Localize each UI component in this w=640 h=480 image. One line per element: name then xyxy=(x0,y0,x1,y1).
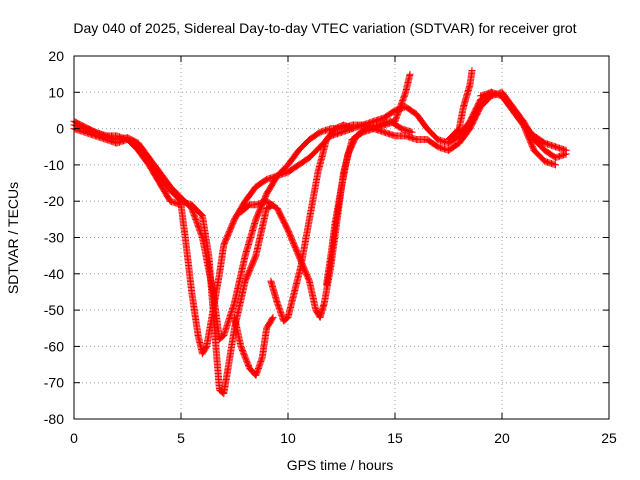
data-markers xyxy=(323,117,416,289)
data-layer xyxy=(70,67,570,398)
y-tick-label: -20 xyxy=(44,193,64,209)
data-series-track-g xyxy=(323,117,416,289)
chart-title: Day 040 of 2025, Sidereal Day-to-day VTE… xyxy=(73,20,576,36)
data-series-track-f xyxy=(267,121,356,325)
y-tick-label: -50 xyxy=(44,302,64,318)
data-series-track-i xyxy=(477,88,559,169)
y-tick-label: 10 xyxy=(48,84,64,100)
y-tick-label: -10 xyxy=(44,157,64,173)
x-axis-label: GPS time / hours xyxy=(287,457,394,473)
x-tick-label: 20 xyxy=(494,430,510,446)
x-tick-label: 10 xyxy=(280,430,296,446)
data-markers xyxy=(267,121,356,325)
x-tick-label: 5 xyxy=(177,430,185,446)
y-tick-label: -70 xyxy=(44,375,64,391)
x-tick-label: 0 xyxy=(70,430,78,446)
data-markers xyxy=(231,313,277,379)
y-tick-label: 0 xyxy=(56,121,64,137)
data-markers xyxy=(477,88,559,169)
data-series-track-h xyxy=(445,67,476,143)
data-markers xyxy=(445,67,476,143)
data-markers xyxy=(70,88,570,343)
grid xyxy=(74,56,609,419)
x-tick-label: 15 xyxy=(387,430,403,446)
y-axis-label: SDTVAR / TECUs xyxy=(5,182,21,294)
y-axis-ticks: -80 -70 -60 -50 -40 -30 -20 -10 0 10 20 xyxy=(44,48,609,427)
data-series-track-a xyxy=(70,88,570,343)
y-tick-label: -40 xyxy=(44,266,64,282)
y-tick-label: -80 xyxy=(44,411,64,427)
data-series-track-e xyxy=(231,313,277,379)
y-tick-label: -60 xyxy=(44,338,64,354)
y-tick-label: -30 xyxy=(44,230,64,246)
x-axis-ticks: 0 5 10 15 20 25 xyxy=(70,56,617,446)
y-tick-label: 20 xyxy=(48,48,64,64)
x-tick-label: 25 xyxy=(601,430,617,446)
